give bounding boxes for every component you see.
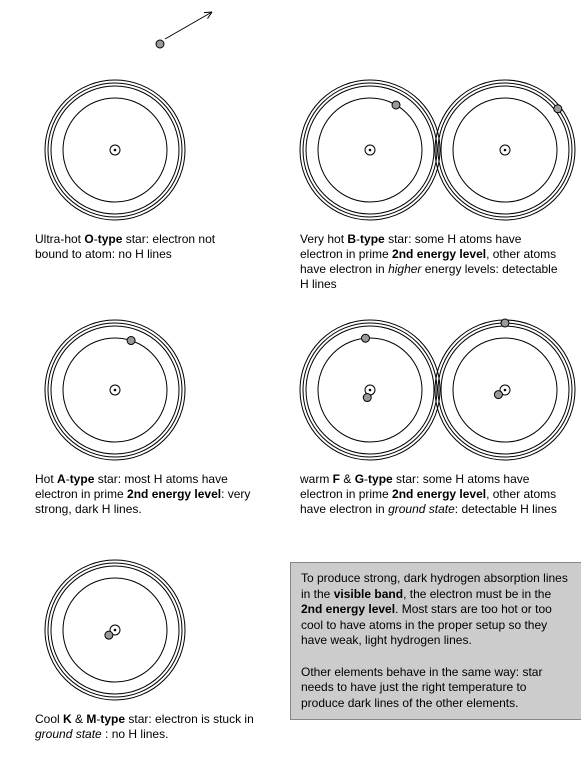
o-type-caption: Ultra-hot O-type star: electron not boun… <box>35 232 235 262</box>
a-type-caption: Hot A-type star: most H atoms have elect… <box>35 472 265 517</box>
km-type-caption: Cool K & M-type star: electron is stuck … <box>35 712 265 742</box>
fg-type-caption: warm F & G-type star: some H atoms have … <box>300 472 565 517</box>
b-type-caption: Very hot B-type star: some H atoms have … <box>300 232 560 292</box>
summary-info-box: To produce strong, dark hydrogen absorpt… <box>290 562 581 720</box>
